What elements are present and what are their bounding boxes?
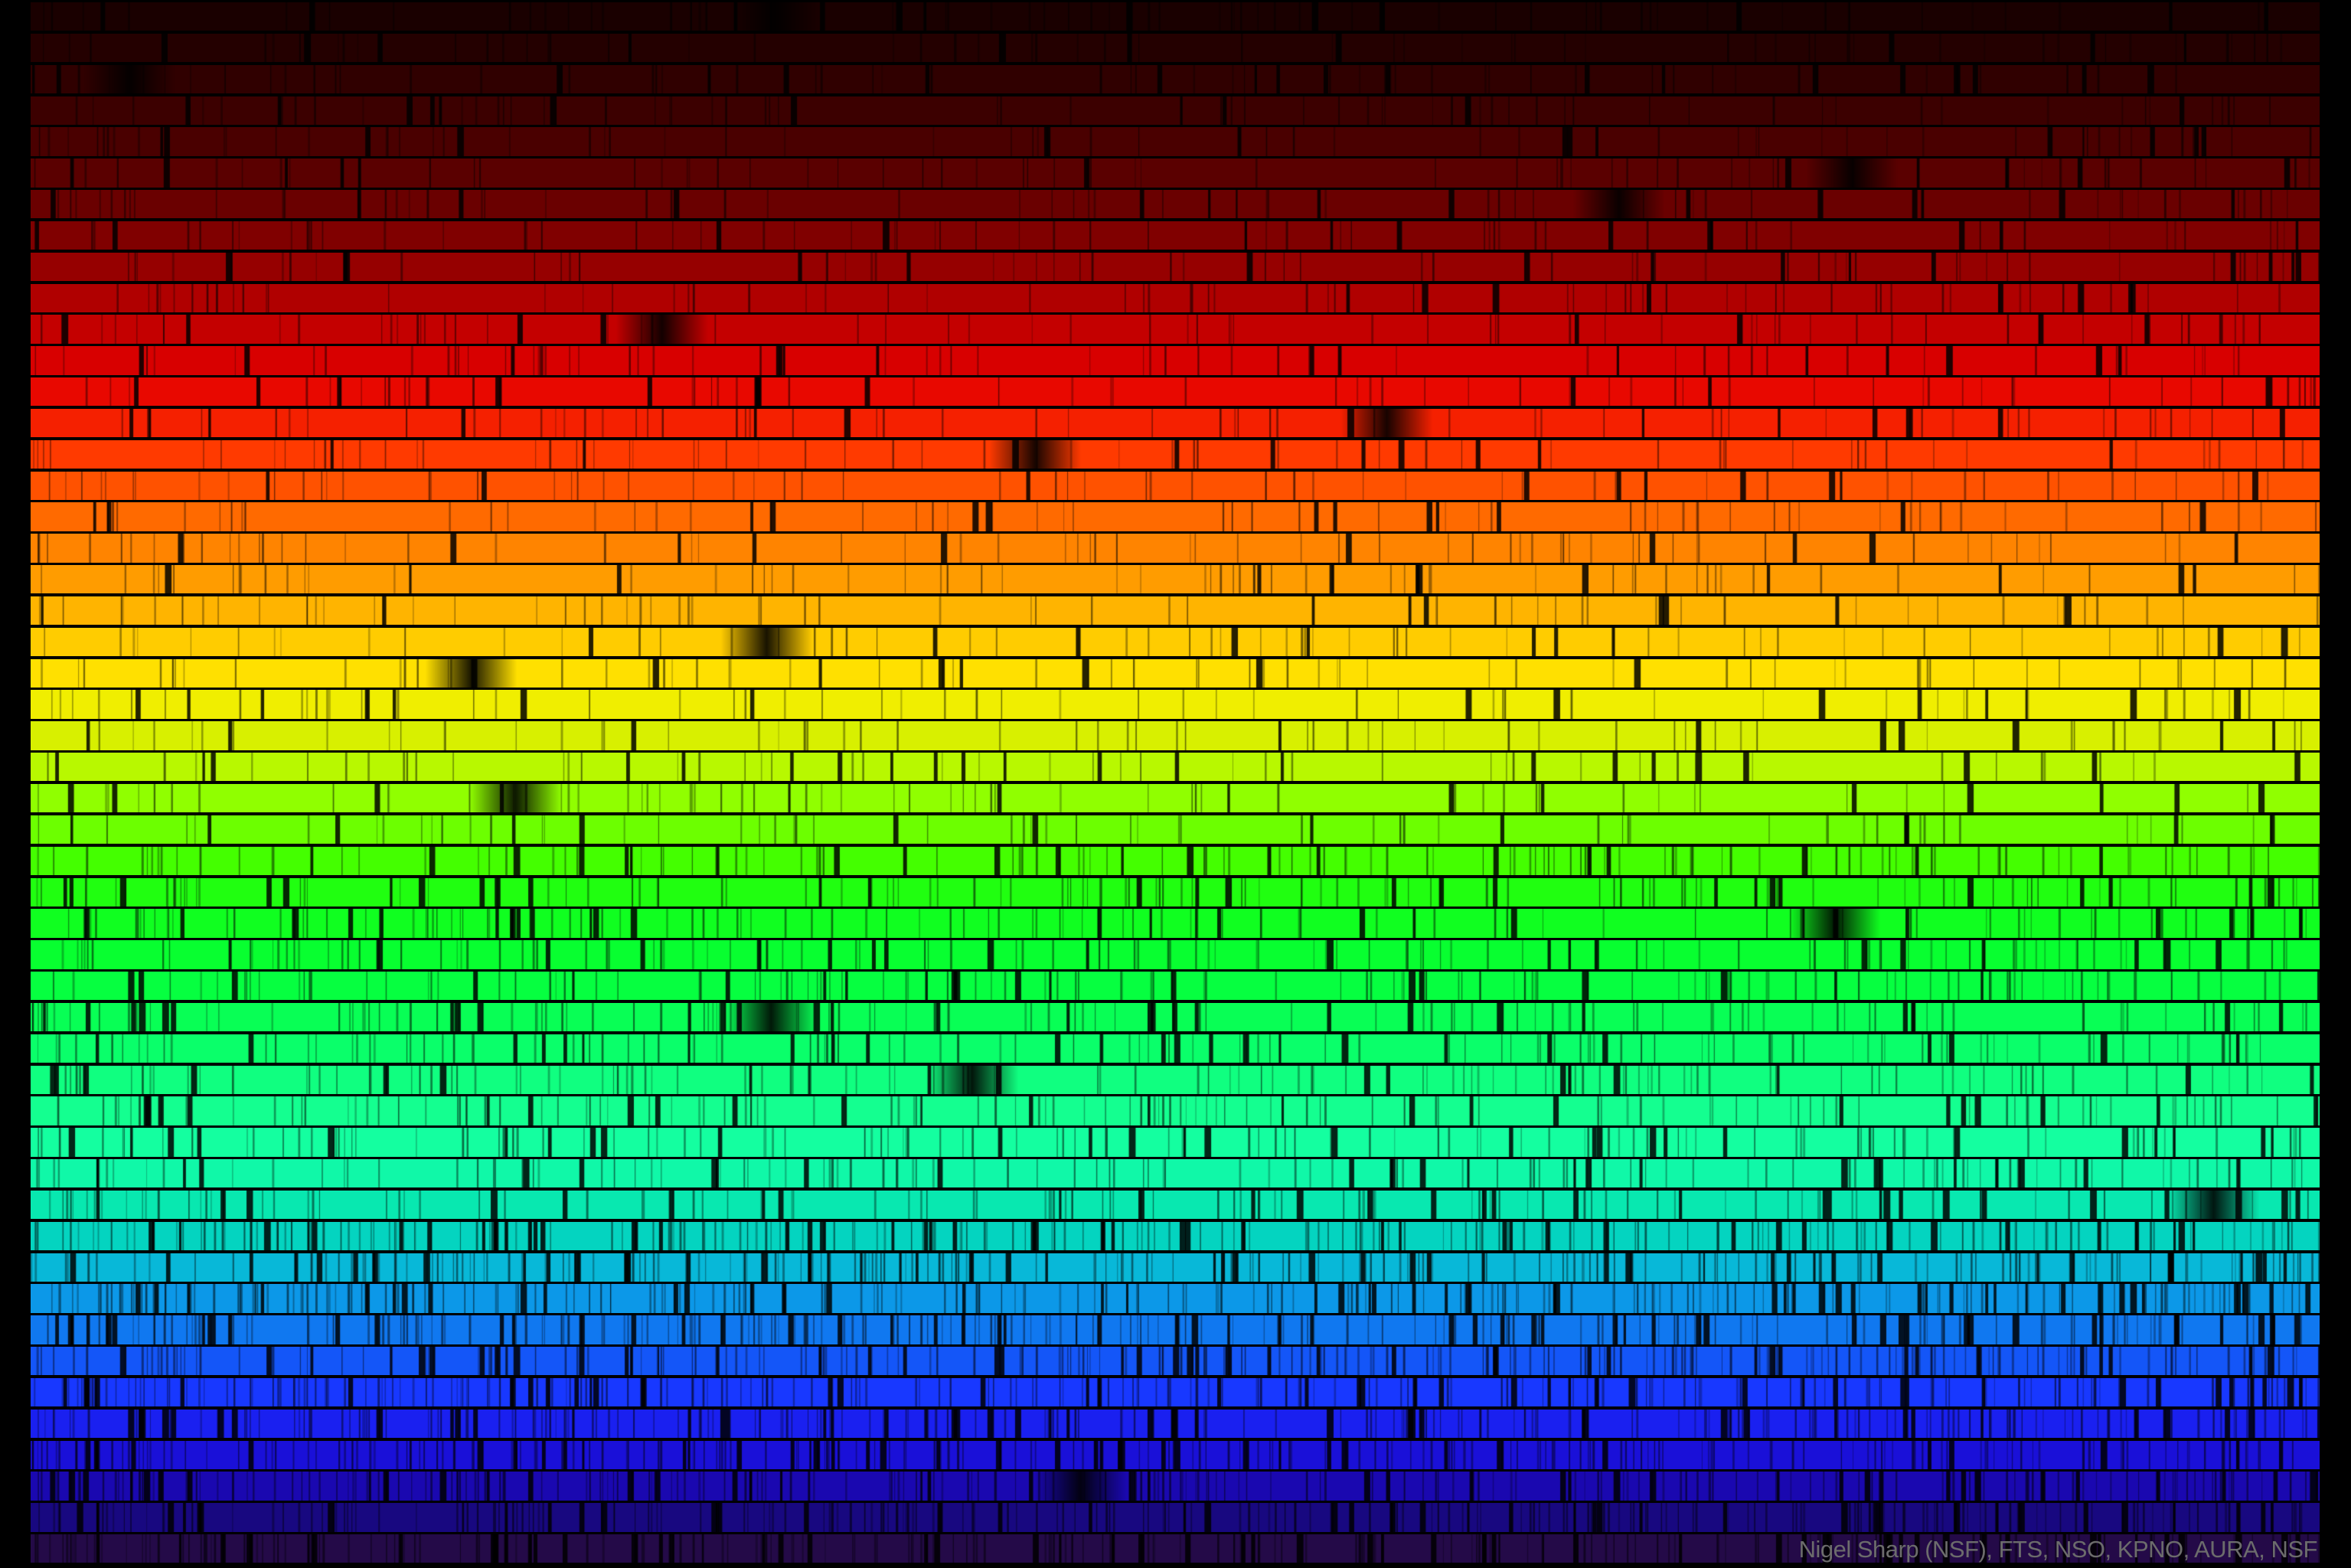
spectrum-strip (31, 753, 2320, 782)
image-credit: Nigel Sharp (NSF), FTS, NSO, KPNO, AURA,… (1798, 1536, 2318, 1563)
spectrum-strip (31, 1315, 2320, 1344)
spectrum-strip (31, 658, 2320, 688)
spectrum-strip (31, 471, 2320, 500)
spectrum-strip (31, 815, 2320, 844)
spectrum-strip (31, 1065, 2320, 1094)
spectrum-strip (31, 534, 2320, 563)
spectrum-strip (31, 158, 2320, 188)
spectrum-strip (31, 690, 2320, 719)
spectrum-strip (31, 1002, 2320, 1032)
spectrum-strip (31, 1409, 2320, 1439)
spectrum-strip (31, 502, 2320, 531)
spectrum-strip (31, 1440, 2320, 1469)
spectrum-strip (31, 1128, 2320, 1157)
spectrum-strip (31, 784, 2320, 813)
spectrum-strip (31, 439, 2320, 469)
spectrum-strip (31, 1096, 2320, 1125)
spectrum-strip (31, 1503, 2320, 1532)
spectrum-strip (31, 627, 2320, 657)
spectrum-strip (31, 846, 2320, 875)
spectrum-strip (31, 190, 2320, 219)
spectrum-strip (31, 127, 2320, 156)
spectrum-strip (31, 1284, 2320, 1313)
spectrum-strip (31, 721, 2320, 750)
spectrum-strip (31, 64, 2320, 93)
spectrum-strip (31, 220, 2320, 250)
spectrum-strip (31, 940, 2320, 969)
spectrum-strip (31, 1534, 2320, 1563)
spectrum-strip (31, 1253, 2320, 1282)
spectrum-strip (31, 315, 2320, 344)
spectrum-strip (31, 283, 2320, 312)
spectrum-strip (31, 33, 2320, 63)
spectrum-strip (31, 1221, 2320, 1251)
spectrum-strip (31, 1190, 2320, 1220)
spectrum-strip (31, 408, 2320, 438)
spectrum-strip (31, 1159, 2320, 1188)
spectrum-strip (31, 252, 2320, 282)
spectrum-strip (31, 909, 2320, 938)
spectrum-strip (31, 972, 2320, 1001)
spectrum-strip (31, 1377, 2320, 1407)
spectrum-strip (31, 346, 2320, 375)
spectrum-strip (31, 1347, 2320, 1376)
spectrum-strip (31, 596, 2320, 626)
spectrum-strip (31, 96, 2320, 125)
spectrum-strip (31, 877, 2320, 906)
spectrum-strip (31, 2, 2320, 31)
spectrum-strip (31, 565, 2320, 594)
spectrum-strip (31, 1472, 2320, 1501)
spectrum-strip (31, 377, 2320, 407)
spectrum-strip (31, 1034, 2320, 1063)
spectrum-strips (31, 2, 2320, 1566)
